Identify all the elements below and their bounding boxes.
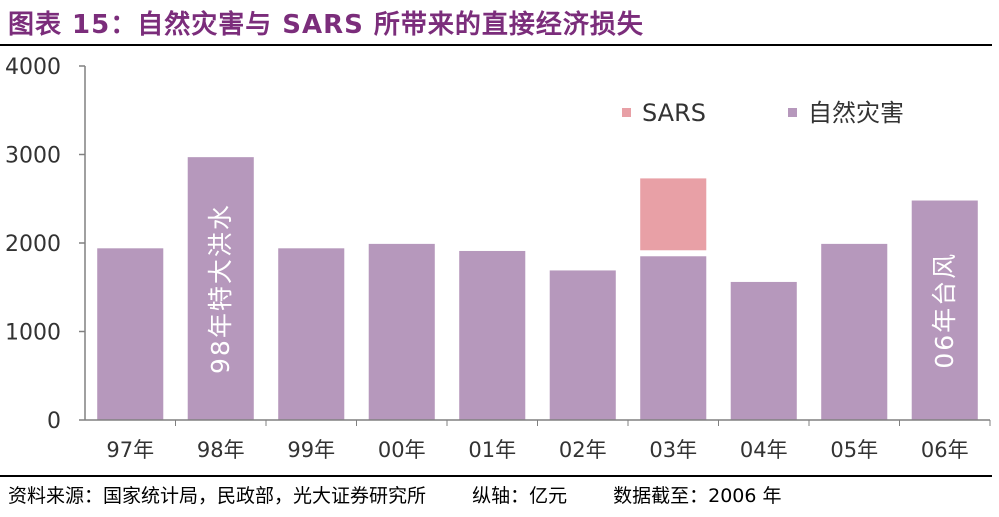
x-tick-label: 02年 (559, 438, 607, 462)
x-tick-label: 05年 (830, 438, 878, 462)
title-divider (0, 44, 992, 46)
x-tick-label: 06年 (921, 438, 969, 462)
x-tick-label: 99年 (287, 438, 335, 462)
bar-annotation: 98年特大洪水 (206, 203, 235, 374)
y-axis: 0 1000 2000 3000 4000 (5, 55, 86, 434)
bar-natural-disaster (368, 243, 435, 420)
x-tick-label: 03年 (649, 438, 697, 462)
bar-natural-disaster (730, 281, 797, 420)
bar-natural-disaster (911, 200, 978, 420)
x-tick-label: 01年 (468, 438, 516, 462)
legend-label: SARS (642, 99, 706, 127)
bars: 98年特大洪水 06年台风 (97, 157, 978, 420)
x-tick-label: 98年 (197, 438, 245, 462)
cutoff-note: 数据截至：2006 年 (613, 485, 782, 507)
chart-title: 图表 15：自然灾害与 SARS 所带来的直接经济损失 (8, 10, 644, 40)
y-tick-label: 2000 (5, 232, 61, 257)
bar-natural-disaster (549, 270, 616, 420)
bar-annotation: 06年台风 (930, 252, 959, 369)
x-tick-label: 04年 (740, 438, 788, 462)
x-tick-label: 00年 (378, 438, 426, 462)
legend: SARS 自然灾害 (622, 99, 904, 127)
unit-note: 纵轴：亿元 (472, 485, 568, 507)
y-tick-label: 1000 (5, 321, 61, 346)
footer-divider (0, 475, 992, 477)
footer: 资料来源：国家统计局，民政部，光大证券研究所 纵轴：亿元 数据截至：2006 年 (8, 481, 992, 508)
legend-swatch (622, 108, 631, 117)
bar-natural-disaster (187, 157, 254, 420)
bar-natural-disaster (459, 250, 526, 420)
y-tick-label: 4000 (5, 55, 61, 80)
bar-natural-disaster (821, 243, 888, 420)
legend-label: 自然灾害 (808, 99, 904, 127)
x-axis: 97年 98年 99年 00年 01年 02年 03年 04年 05年 06年 (85, 419, 991, 462)
x-tick-label: 97年 (106, 438, 154, 462)
bar-chart: 0 1000 2000 3000 4000 98年特大洪水 06年台风 97年 98年 99年… (5, 55, 991, 462)
legend-swatch (788, 108, 797, 117)
y-tick-label: 3000 (5, 144, 61, 169)
bar-sars (640, 178, 707, 251)
bar-natural-disaster (640, 256, 707, 420)
source-note: 资料来源：国家统计局，民政部，光大证券研究所 (8, 485, 427, 507)
bar-natural-disaster (278, 248, 345, 420)
y-tick-label: 0 (47, 409, 61, 434)
bar-natural-disaster (97, 248, 164, 420)
